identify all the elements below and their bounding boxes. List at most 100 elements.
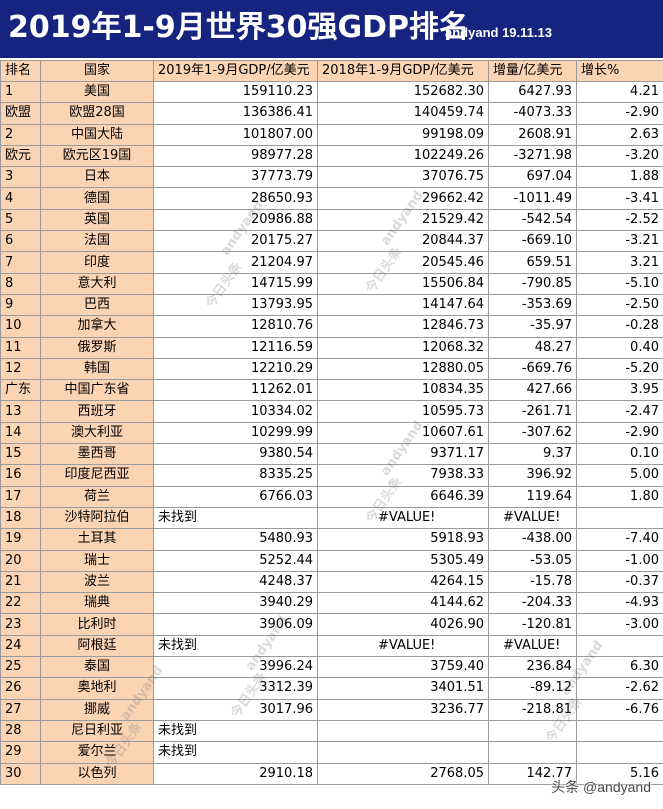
rank-cell: 欧元 <box>0 144 41 168</box>
delta-cell: -218.81 <box>488 698 577 721</box>
gdp-2018-cell: 12068.32 <box>317 336 489 359</box>
gdp-2018-cell: 7938.33 <box>317 464 489 487</box>
growth-cell: -6.76 <box>576 698 663 721</box>
gdp-2018-cell <box>317 719 489 743</box>
delta-cell: -4073.33 <box>488 102 577 125</box>
gdp-2019-cell: 未找到 <box>153 506 318 530</box>
gdp-2018-cell: 10607.61 <box>317 421 489 445</box>
table-row: 12 韩国 12210.29 12880.05 -669.76 -5.20 <box>0 357 663 381</box>
country-cell: 欧元区19国 <box>40 144 154 168</box>
growth-cell: -3.20 <box>576 144 663 168</box>
country-cell: 沙特阿拉伯 <box>40 506 154 530</box>
gdp-2019-cell: 10334.02 <box>153 400 318 423</box>
column-header-gdp-2019: 2019年1-9月GDP/亿美元 <box>153 60 318 82</box>
delta-cell: -204.33 <box>488 592 577 615</box>
delta-cell: 427.66 <box>488 379 577 402</box>
table-row: 1 美国 159110.23 152682.30 6427.93 4.21 <box>0 80 663 104</box>
table-row: 11 俄罗斯 12116.59 12068.32 48.27 0.40 <box>0 336 663 359</box>
growth-cell <box>576 634 663 658</box>
rank-cell: 19 <box>0 528 41 551</box>
country-cell: 德国 <box>40 187 154 210</box>
growth-cell: 3.21 <box>576 251 663 274</box>
delta-cell: #VALUE! <box>488 634 577 658</box>
rank-cell: 6 <box>0 230 41 253</box>
country-cell: 欧盟28国 <box>40 102 154 125</box>
table-row: 10 加拿大 12810.76 12846.73 -35.97 -0.28 <box>0 315 663 338</box>
rank-cell: 18 <box>0 506 41 530</box>
delta-cell: -307.62 <box>488 421 577 445</box>
gdp-2019-cell: 4248.37 <box>153 570 318 594</box>
table-row: 17 荷兰 6766.03 6646.39 119.64 1.80 <box>0 485 663 508</box>
delta-cell: 2608.91 <box>488 123 577 146</box>
rank-cell: 20 <box>0 549 41 572</box>
table-row: 26 奥地利 3312.39 3401.51 -89.12 -2.62 <box>0 677 663 700</box>
column-header-growth: 增长% <box>576 60 663 82</box>
gdp-2018-cell: 3236.77 <box>317 698 489 721</box>
gdp-2019-cell: 2910.18 <box>153 762 318 785</box>
table-row: 2 中国大陆 101807.00 99198.09 2608.91 2.63 <box>0 123 663 146</box>
delta-cell: -438.00 <box>488 528 577 551</box>
rank-cell: 26 <box>0 677 41 700</box>
growth-cell: -0.37 <box>576 570 663 594</box>
delta-cell: -53.05 <box>488 549 577 572</box>
delta-cell: -542.54 <box>488 208 577 232</box>
delta-cell: -669.76 <box>488 357 577 381</box>
growth-cell: -2.62 <box>576 677 663 700</box>
gdp-2019-cell: 12810.76 <box>153 315 318 338</box>
delta-cell: -35.97 <box>488 315 577 338</box>
gdp-2019-cell: 21204.97 <box>153 251 318 274</box>
gdp-2018-cell: 37076.75 <box>317 166 489 189</box>
column-header-delta: 增量/亿美元 <box>488 60 577 82</box>
gdp-2018-cell: 10834.35 <box>317 379 489 402</box>
rank-cell: 23 <box>0 613 41 636</box>
gdp-2019-cell: 12116.59 <box>153 336 318 359</box>
rank-cell: 29 <box>0 741 41 764</box>
growth-cell: -2.90 <box>576 421 663 445</box>
country-cell: 印度 <box>40 251 154 274</box>
country-cell: 日本 <box>40 166 154 189</box>
gdp-2018-cell: 4144.62 <box>317 592 489 615</box>
gdp-2019-cell: 3996.24 <box>153 656 318 679</box>
rank-cell: 10 <box>0 315 41 338</box>
gdp-2019-cell: 20986.88 <box>153 208 318 232</box>
country-cell: 澳大利亚 <box>40 421 154 445</box>
growth-cell: 3.95 <box>576 379 663 402</box>
table-row: 21 波兰 4248.37 4264.15 -15.78 -0.37 <box>0 570 663 594</box>
rank-cell: 27 <box>0 698 41 721</box>
rank-cell: 21 <box>0 570 41 594</box>
gdp-2018-cell: 102249.26 <box>317 144 489 168</box>
table-row: 5 英国 20986.88 21529.42 -542.54 -2.52 <box>0 208 663 232</box>
delta-cell: 119.64 <box>488 485 577 508</box>
gdp-2019-cell: 13793.95 <box>153 293 318 317</box>
gdp-2018-cell <box>317 741 489 764</box>
gdp-2018-cell: 4264.15 <box>317 570 489 594</box>
country-cell: 墨西哥 <box>40 443 154 466</box>
rank-cell: 5 <box>0 208 41 232</box>
gdp-2019-cell: 12210.29 <box>153 357 318 381</box>
growth-cell: -7.40 <box>576 528 663 551</box>
rank-cell: 22 <box>0 592 41 615</box>
growth-cell: -0.28 <box>576 315 663 338</box>
country-cell: 俄罗斯 <box>40 336 154 359</box>
growth-cell: -2.50 <box>576 293 663 317</box>
rank-cell: 2 <box>0 123 41 146</box>
table-row: 14 澳大利亚 10299.99 10607.61 -307.62 -2.90 <box>0 421 663 445</box>
table-row: 13 西班牙 10334.02 10595.73 -261.71 -2.47 <box>0 400 663 423</box>
table-row: 25 泰国 3996.24 3759.40 236.84 6.30 <box>0 656 663 679</box>
gdp-2018-cell: 140459.74 <box>317 102 489 125</box>
rank-cell: 30 <box>0 762 41 785</box>
gdp-2019-cell: 未找到 <box>153 634 318 658</box>
gdp-2019-cell: 101807.00 <box>153 123 318 146</box>
growth-cell: 5.00 <box>576 464 663 487</box>
growth-cell: -4.93 <box>576 592 663 615</box>
delta-cell: 48.27 <box>488 336 577 359</box>
gdp-2019-cell: 3312.39 <box>153 677 318 700</box>
table-row: 23 比利时 3906.09 4026.90 -120.81 -3.00 <box>0 613 663 636</box>
country-cell: 阿根廷 <box>40 634 154 658</box>
gdp-2018-cell: 10595.73 <box>317 400 489 423</box>
table-row: 18 沙特阿拉伯 未找到 #VALUE! #VALUE! <box>0 506 663 530</box>
gdp-2018-cell: 14147.64 <box>317 293 489 317</box>
report-title: 2019年1-9月世界30强GDP排名 <box>8 10 469 45</box>
delta-cell: 659.51 <box>488 251 577 274</box>
table-row: 15 墨西哥 9380.54 9371.17 9.37 0.10 <box>0 443 663 466</box>
